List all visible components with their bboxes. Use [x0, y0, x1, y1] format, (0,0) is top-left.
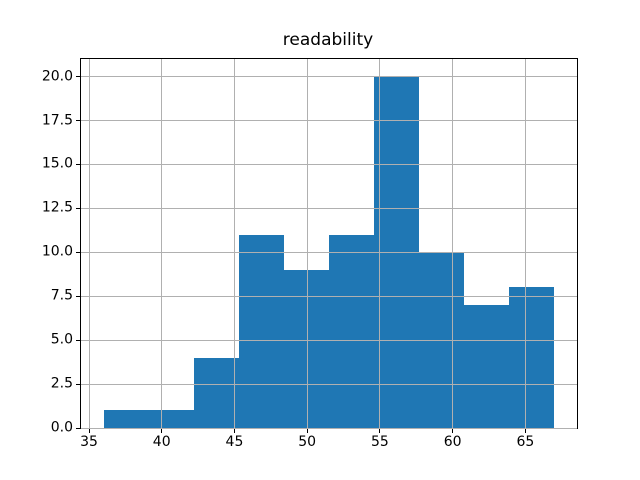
x-tick-label: 45 [225, 434, 244, 450]
y-tick-label: 0.0 [50, 419, 73, 436]
y-tick-label: 5.0 [50, 331, 73, 348]
histogram-bar [509, 287, 555, 428]
histogram-bar [193, 357, 239, 428]
y-tick-label: 20.0 [41, 67, 73, 84]
x-gridline [233, 59, 235, 428]
y-tick-mark [76, 295, 80, 297]
y-gridline [81, 207, 577, 209]
histogram-bar [148, 410, 194, 428]
x-gridline [161, 59, 163, 428]
x-tick-label: 55 [370, 434, 389, 450]
histogram-bar [464, 305, 510, 428]
x-gridline [88, 59, 90, 428]
y-tick-label: 12.5 [41, 199, 73, 216]
x-gridline [306, 59, 308, 428]
y-tick-mark [76, 163, 80, 165]
y-tick-mark [76, 339, 80, 341]
y-gridline [81, 295, 577, 297]
x-tick-label: 65 [516, 434, 535, 450]
x-tick-label: 40 [152, 434, 171, 450]
x-gridline [379, 59, 381, 428]
x-tick-label: 35 [80, 434, 98, 450]
y-tick-mark [76, 76, 80, 78]
x-tick-mark [88, 429, 90, 433]
y-tick-mark [76, 383, 80, 385]
y-gridline [81, 251, 577, 253]
y-gridline [81, 163, 577, 165]
y-tick-label: 2.5 [50, 375, 73, 392]
chart-title: readability [282, 30, 374, 50]
x-tick-mark [233, 429, 235, 433]
x-tick-label: 50 [298, 434, 317, 450]
y-tick-mark [76, 251, 80, 253]
histogram-bar [238, 234, 284, 428]
x-tick-mark [306, 429, 308, 433]
y-tick-mark [76, 120, 80, 121]
plot-area: 35 40 45 50 55 60 65 0.0 2.5 5.0 7.5 10.0 12.5 15.0 17… [42, 58, 578, 450]
y-gridline [81, 427, 577, 429]
x-gridline [524, 59, 526, 428]
y-gridline [81, 120, 577, 121]
y-tick-label: 17.5 [41, 111, 73, 128]
y-tick-label: 15.0 [41, 155, 73, 172]
y-tick-mark [76, 427, 80, 429]
y-gridline [81, 339, 577, 341]
y-tick-label: 7.5 [50, 287, 73, 304]
x-tick-mark [452, 429, 454, 433]
x-tick-mark [524, 429, 526, 433]
histogram-bar [103, 410, 149, 428]
histogram-bar [329, 234, 375, 428]
y-gridline [81, 383, 577, 385]
y-tick-mark [76, 207, 80, 209]
y-gridline [81, 76, 577, 78]
x-gridline [452, 59, 454, 428]
x-tick-mark [161, 429, 163, 433]
x-tick-label: 60 [443, 434, 462, 450]
y-tick-label: 10.0 [41, 243, 73, 260]
x-tick-mark [379, 429, 381, 433]
